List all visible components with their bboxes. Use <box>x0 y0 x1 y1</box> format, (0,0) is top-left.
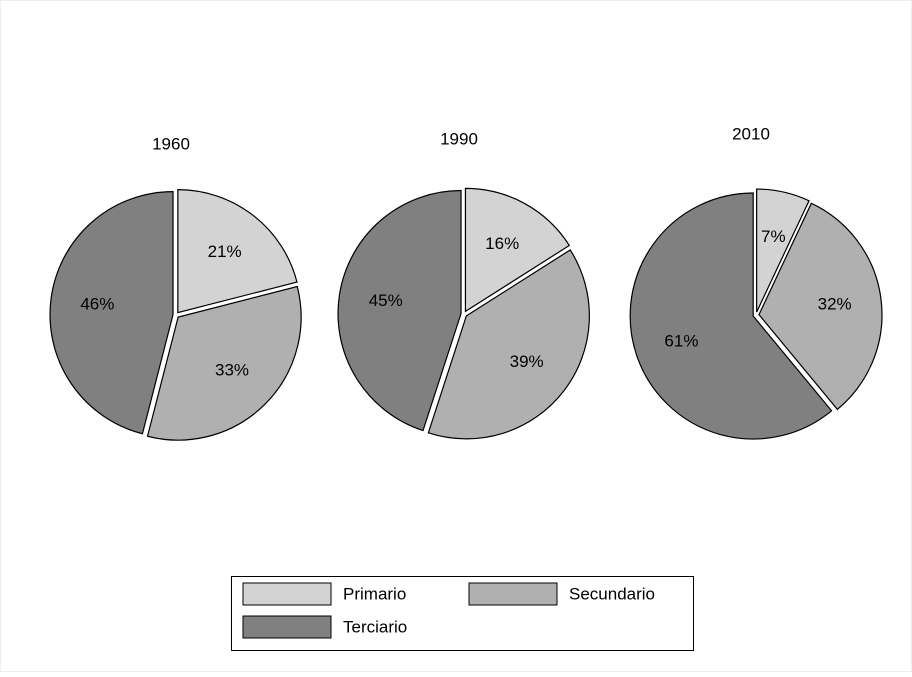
slice-label: 16% <box>485 234 519 253</box>
slice-label: 32% <box>818 295 852 314</box>
legend-label: Secundario <box>569 584 655 603</box>
pie-slice <box>629 192 833 440</box>
legend-label: Primario <box>343 584 406 603</box>
slice-label: 45% <box>369 291 403 310</box>
slice-label: 39% <box>510 352 544 371</box>
pie-title: 1990 <box>440 129 478 148</box>
legend-swatch <box>242 615 332 639</box>
slice-label: 61% <box>664 331 698 350</box>
legend-label: Terciario <box>343 617 407 636</box>
pie-slice <box>464 187 571 313</box>
pie-title: 1960 <box>152 134 190 153</box>
pie-slice <box>177 189 298 314</box>
slice-label: 46% <box>80 295 114 314</box>
slice-label: 21% <box>208 242 242 261</box>
slice-label: 33% <box>215 361 249 380</box>
pie-slice <box>756 188 810 313</box>
slice-label: 7% <box>761 227 786 246</box>
pie-slice <box>758 202 883 411</box>
legend-swatch <box>242 582 332 606</box>
legend-swatch <box>468 582 558 606</box>
pie-slice <box>49 191 174 435</box>
pie-slice <box>427 249 590 440</box>
pie-title: 2010 <box>732 124 770 143</box>
pie-slice <box>146 285 302 441</box>
pie-slice <box>337 189 462 432</box>
